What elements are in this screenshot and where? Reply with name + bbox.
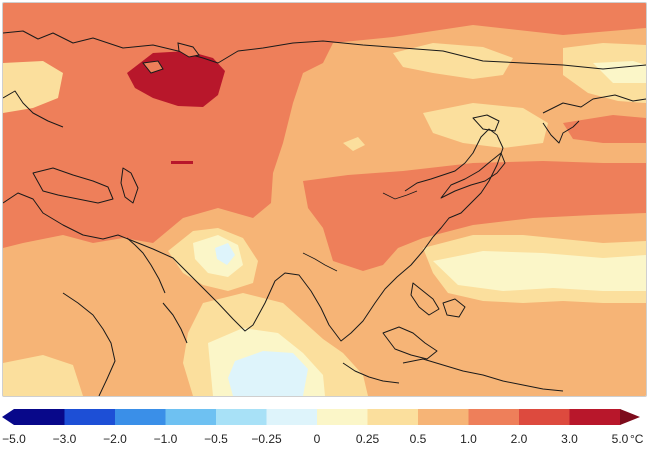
coastlines — [3, 30, 646, 396]
legend-tick-label: 0 — [314, 432, 321, 446]
legend-tick-label: 3.0 — [561, 432, 578, 446]
field-neutral-southeast — [433, 251, 646, 291]
color-legend: −5.0 −3.0 −2.0 −1.0 −0.5 −0.25 0 0.25 0.5 1.0 2.0 3… — [0, 400, 652, 457]
legend-tick-label: −1.0 — [154, 432, 178, 446]
legend-arrow-right — [620, 409, 640, 425]
borders — [302, 190, 418, 272]
legend-tick-label: −0.5 — [204, 432, 228, 446]
legend-bin — [569, 409, 621, 425]
legend-bin — [64, 409, 116, 425]
legend-bin — [418, 409, 469, 425]
temperature-anomaly-map — [2, 2, 647, 397]
legend-bin — [266, 409, 318, 425]
field-mild-west — [3, 61, 63, 113]
legend-bin — [367, 409, 419, 425]
legend-unit: °C — [630, 432, 644, 446]
legend-tick-label: −0.25 — [251, 432, 282, 446]
field-mild-japan — [423, 103, 548, 148]
field-hot-mark — [171, 161, 193, 164]
field-mild-north — [393, 43, 513, 79]
legend-tick-label: 0.25 — [356, 432, 380, 446]
legend-tick-label: −2.0 — [103, 432, 127, 446]
legend-bin — [115, 409, 166, 425]
legend-tick-label: 2.0 — [511, 432, 528, 446]
legend-tick-label: −3.0 — [53, 432, 77, 446]
legend-tick-label: 5.0 — [612, 432, 629, 446]
legend-tick-label: 0.5 — [410, 432, 427, 446]
field-mild-africa — [3, 355, 83, 396]
legend-tick-label: 1.0 — [460, 432, 477, 446]
field-cool-south — [228, 351, 308, 396]
map-svg — [3, 3, 646, 396]
legend-bin — [519, 409, 570, 425]
legend-bin — [14, 409, 65, 425]
field-warm-east — [303, 161, 646, 271]
legend-arrow-left — [2, 409, 14, 425]
legend-svg: −5.0 −3.0 −2.0 −1.0 −0.5 −0.25 0 0.25 0.5 1.0 2.0 3… — [2, 409, 644, 446]
legend-tick-label: −5.0 — [2, 432, 26, 446]
lakes — [142, 42, 200, 74]
legend-bin — [468, 409, 520, 425]
field-mild-tibet — [343, 137, 365, 151]
legend-bin — [216, 409, 267, 425]
field-warm-east-small — [563, 115, 646, 143]
field-cool-india — [215, 243, 235, 265]
legend-bin — [165, 409, 217, 425]
legend-bin — [317, 409, 368, 425]
